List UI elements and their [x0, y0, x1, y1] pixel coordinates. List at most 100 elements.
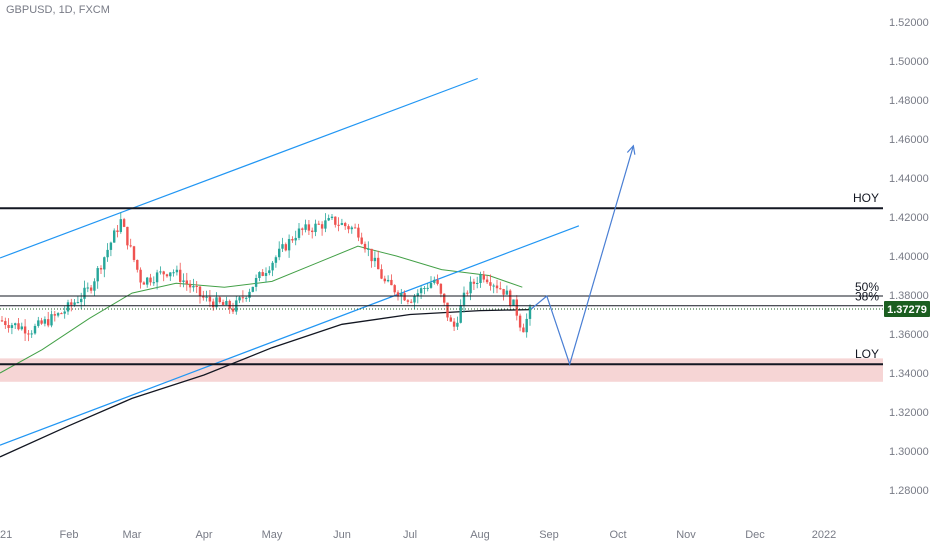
- y-tick-label: 1.34000: [889, 368, 929, 380]
- candle: [452, 321, 456, 327]
- channel-lower-line[interactable]: [0, 225, 580, 446]
- candle: [43, 319, 47, 324]
- candle: [208, 296, 212, 302]
- candle: [317, 223, 320, 225]
- candle: [383, 278, 386, 282]
- candle: [400, 293, 403, 297]
- candle: [195, 286, 198, 288]
- candle: [152, 282, 155, 284]
- candle: [515, 299, 518, 316]
- candle: [205, 296, 208, 298]
- candle: [103, 257, 106, 270]
- y-tick-label: 1.36000: [889, 329, 929, 341]
- candle: [96, 268, 99, 282]
- candle: [50, 314, 53, 326]
- candle: [119, 219, 122, 232]
- candle: [334, 216, 337, 225]
- candle: [380, 269, 383, 279]
- candle: [396, 292, 400, 297]
- candle: [162, 271, 165, 275]
- candle: [393, 285, 396, 293]
- candle: [212, 301, 215, 308]
- candle: [347, 226, 350, 230]
- candle: [4, 321, 7, 326]
- candle: [30, 333, 33, 335]
- candle: [264, 273, 268, 276]
- level-label-50pct: 50%: [855, 280, 879, 294]
- candle: [129, 245, 132, 247]
- candle: [179, 269, 182, 282]
- candle: [169, 272, 172, 277]
- x-tick-label: 2021: [0, 529, 12, 541]
- candle: [518, 315, 522, 328]
- y-tick-label: 1.28000: [889, 485, 929, 497]
- candle: [284, 244, 287, 251]
- x-tick-label: Dec: [745, 529, 765, 541]
- y-tick-label: 1.32000: [889, 407, 929, 419]
- candle: [86, 287, 89, 289]
- candle: [449, 317, 452, 322]
- candle: [294, 237, 297, 241]
- projection-path[interactable]: [530, 145, 634, 367]
- y-tick-label: 1.38000: [889, 290, 929, 302]
- candle: [522, 327, 525, 333]
- candle: [278, 248, 281, 258]
- candle: [423, 288, 426, 290]
- candle: [485, 279, 489, 283]
- candle: [80, 298, 83, 303]
- candle: [377, 257, 380, 270]
- candle: [10, 325, 14, 328]
- candle: [76, 302, 80, 304]
- x-tick-label: Feb: [60, 529, 79, 541]
- y-tick-label: 1.52000: [889, 17, 929, 29]
- candle: [301, 228, 304, 230]
- candle: [307, 224, 311, 231]
- candle: [37, 320, 40, 326]
- candle: [228, 300, 231, 309]
- candle: [462, 292, 466, 306]
- y-tick-label: 1.50000: [889, 56, 929, 68]
- candle: [113, 230, 116, 243]
- candle: [330, 216, 334, 219]
- candle: [489, 282, 492, 286]
- x-tick-label: Jul: [403, 529, 417, 541]
- candle: [60, 313, 63, 315]
- candle: [410, 301, 413, 303]
- candle: [327, 218, 330, 221]
- y-tick-label: 1.46000: [889, 134, 929, 146]
- candle: [304, 224, 307, 230]
- candle: [136, 259, 139, 270]
- x-tick-label: Apr: [195, 529, 212, 541]
- candle: [198, 286, 202, 297]
- candle: [271, 262, 274, 271]
- candle: [93, 281, 96, 291]
- candle: [528, 306, 532, 319]
- candle: [146, 277, 149, 285]
- candle: [0, 320, 4, 322]
- level-label-hoy: HOY: [853, 191, 879, 205]
- candle: [479, 274, 482, 284]
- candle: [251, 286, 254, 292]
- candle: [218, 297, 221, 303]
- x-tick-label: Aug: [470, 529, 490, 541]
- candle: [33, 325, 37, 334]
- candle: [47, 319, 50, 326]
- candle: [350, 227, 353, 230]
- candle: [433, 279, 436, 283]
- candle: [89, 287, 93, 291]
- candle: [7, 325, 10, 328]
- candle: [192, 286, 195, 288]
- candle: [509, 290, 512, 306]
- candle: [469, 281, 472, 294]
- candle: [287, 239, 291, 251]
- channel-upper-line[interactable]: [0, 77, 478, 259]
- candle: [83, 287, 86, 299]
- candle: [357, 227, 360, 238]
- symbol-label: GBPUSD, 1D, FXCM: [6, 4, 110, 16]
- candle: [155, 272, 159, 283]
- candle: [238, 297, 241, 301]
- x-tick-label: Sep: [539, 529, 559, 541]
- candle: [23, 326, 27, 334]
- loy-zone: [0, 358, 883, 382]
